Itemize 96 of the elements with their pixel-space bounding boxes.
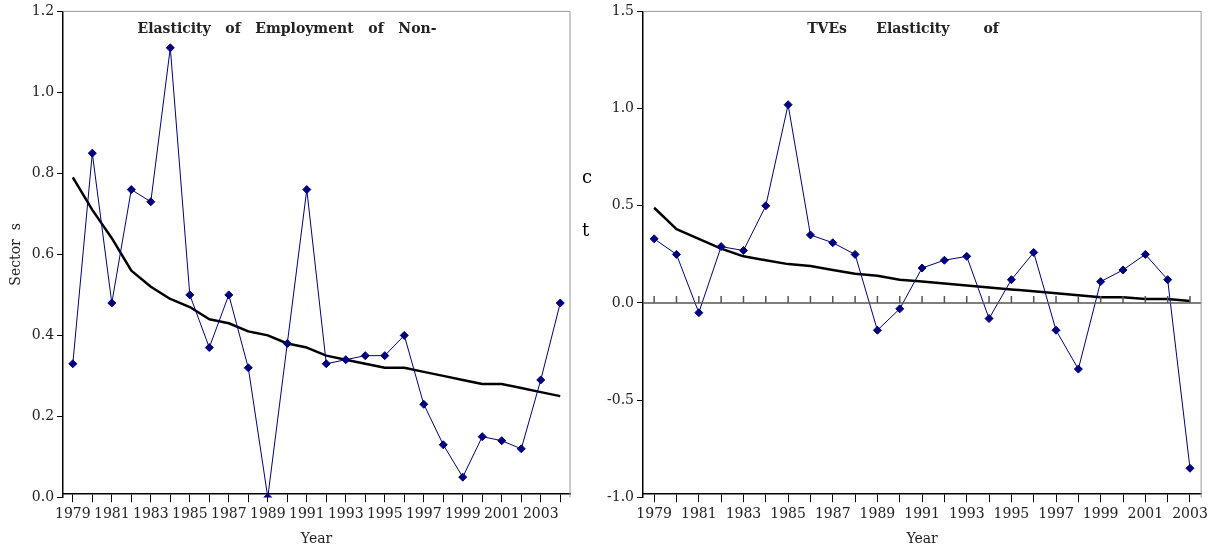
point: [716, 242, 726, 252]
point: [1163, 275, 1173, 285]
x-tick-label: 1979: [54, 505, 91, 522]
point: [516, 444, 526, 454]
x-tick-label: 1983: [132, 505, 169, 522]
point: [302, 185, 312, 195]
x-tick-label: 1989: [249, 505, 286, 522]
x-tick-label: 2003: [1172, 505, 1208, 522]
point: [224, 290, 234, 300]
x-axis-title: Year: [905, 530, 939, 547]
point: [321, 359, 331, 369]
point: [962, 251, 972, 261]
x-tick-label: 1999: [444, 505, 481, 522]
point: [1073, 364, 1083, 374]
point: [1096, 277, 1106, 287]
point: [107, 298, 117, 308]
point: [694, 308, 704, 318]
point: [282, 339, 292, 348]
point: [872, 325, 882, 335]
text: TVEs Elasticity of: [807, 20, 1000, 37]
point: [165, 43, 175, 53]
point: [87, 148, 97, 158]
point: [805, 230, 815, 240]
x-tick-label: 1993: [948, 505, 985, 522]
point: [939, 255, 949, 265]
y-tick-label: -1.0: [607, 488, 634, 505]
x-tick-label: 2001: [483, 505, 520, 522]
x-tick-label: 2001: [1127, 505, 1164, 522]
x-tick-label: 2003: [522, 505, 559, 522]
x-tick-label: 1985: [171, 505, 208, 522]
y-tick-label: 0.0: [611, 293, 634, 310]
point: [1006, 275, 1016, 285]
point: [341, 355, 351, 365]
x-tick-label: 1991: [904, 505, 940, 522]
x-tick-label: 1981: [680, 505, 717, 522]
y-tick-label: 0.8: [31, 164, 55, 181]
x-tick-label: 1995: [366, 505, 403, 522]
point: [1029, 247, 1039, 257]
text: c: [582, 165, 593, 189]
point: [1140, 249, 1150, 259]
x-tick-label: 1991: [288, 505, 325, 522]
point: [438, 440, 448, 450]
point: [126, 185, 136, 195]
point: [380, 351, 390, 361]
x-tick-label: 1987: [814, 505, 851, 522]
y-tick-label: 0.4: [31, 326, 55, 343]
x-tick-label: 1993: [327, 505, 364, 522]
text: Elasticity of Employment of Non-: [137, 20, 437, 37]
point: [185, 290, 195, 300]
point: [1118, 265, 1128, 275]
y-tick-label: 1.0: [611, 99, 634, 116]
x-tick-label: 1979: [636, 505, 672, 522]
point: [1185, 463, 1195, 473]
point: [917, 263, 927, 273]
y-tick-label: 0.2: [31, 407, 55, 424]
point: [399, 330, 409, 340]
point: [1051, 325, 1061, 335]
point: [458, 472, 468, 482]
x-tick-label: 1995: [993, 505, 1030, 522]
point: [649, 234, 659, 244]
y-tick-label: 0.0: [31, 488, 55, 505]
y-tick-label: 0.6: [31, 245, 55, 262]
y-tick-label: 1.5: [611, 2, 634, 19]
x-tick-label: 1997: [1038, 505, 1074, 522]
x-tick-label: 1987: [210, 505, 247, 522]
x-tick-label: 1997: [405, 505, 442, 522]
x-tick-label: 1981: [93, 505, 130, 522]
point: [204, 343, 214, 353]
point: [555, 298, 565, 308]
point: [536, 375, 546, 385]
point: [738, 246, 748, 256]
point: [761, 201, 771, 211]
text: t: [582, 218, 591, 242]
point: [783, 100, 793, 110]
y-axis-title: Sector s: [7, 223, 24, 286]
x-tick-label: 1989: [859, 505, 896, 522]
x-tick-label: 1985: [770, 505, 806, 522]
point: [360, 351, 370, 361]
point: [477, 432, 487, 442]
y-tick-label: 1.2: [31, 2, 55, 19]
point: [146, 197, 156, 207]
point: [671, 249, 681, 259]
point: [895, 304, 905, 314]
point: [419, 399, 429, 409]
x-tick-label: 1999: [1082, 505, 1119, 522]
point: [828, 238, 838, 248]
x-tick-label: 1983: [725, 505, 762, 522]
point: [984, 314, 994, 324]
y-tick-label: -0.5: [607, 390, 634, 407]
x-axis-title: Year: [299, 530, 333, 547]
y-tick-label: 0.5: [611, 196, 634, 213]
point: [497, 436, 507, 446]
point: [850, 249, 860, 259]
point: [243, 363, 253, 373]
point: [68, 359, 78, 369]
y-tick-label: 1.0: [31, 83, 55, 100]
